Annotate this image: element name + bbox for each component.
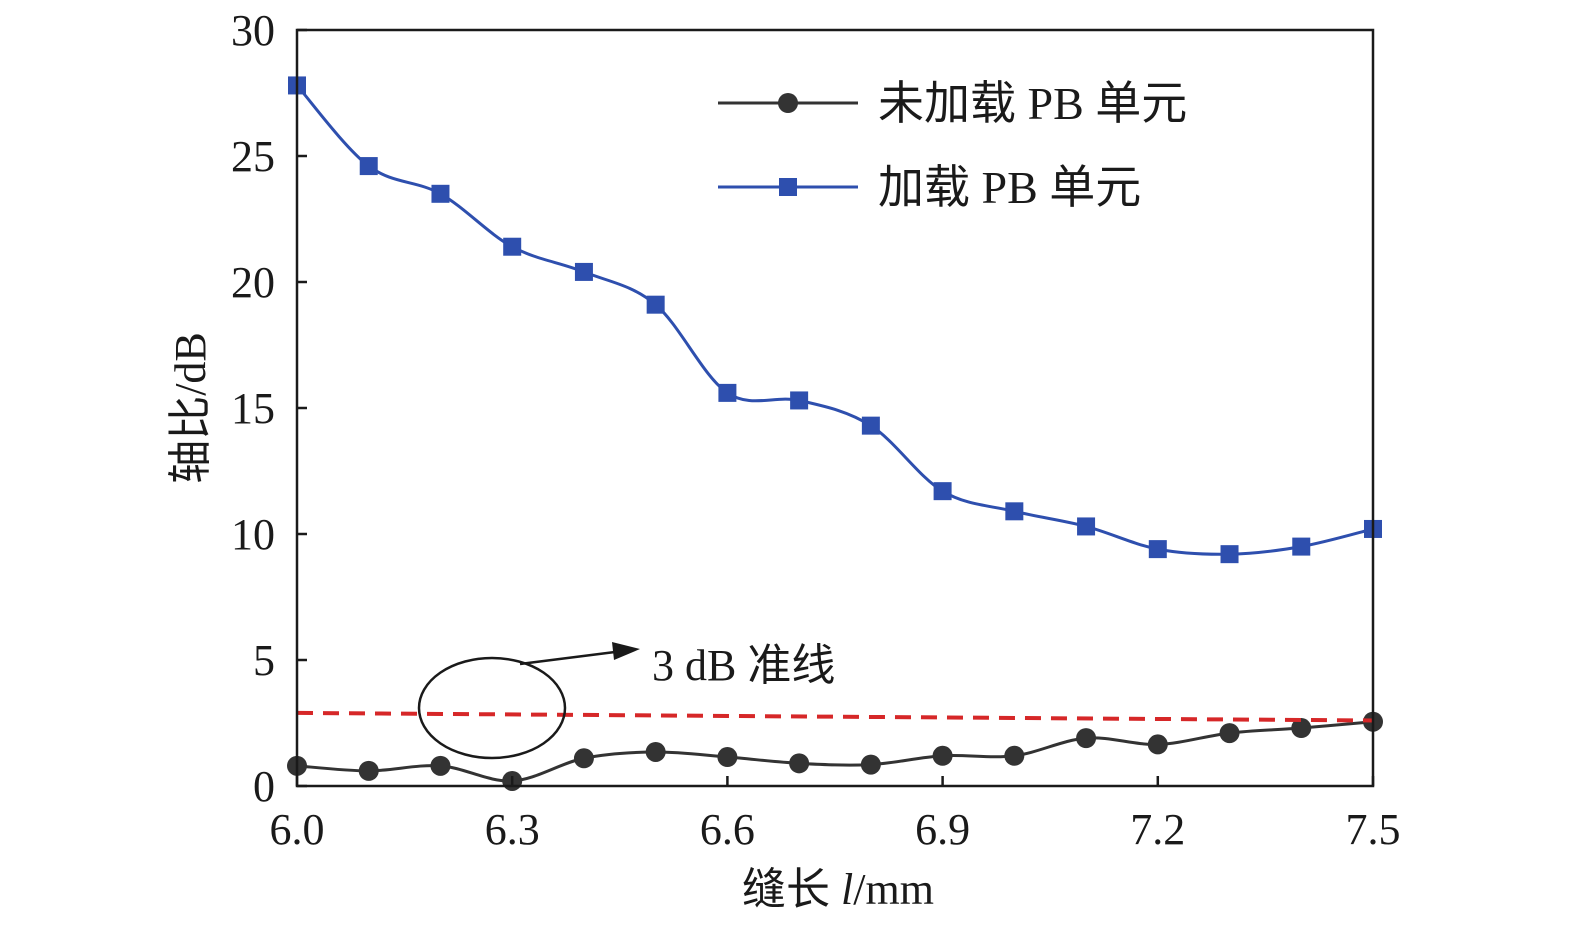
series-layer bbox=[287, 76, 1383, 791]
ticks-layer: 6.0 6.3 6.6 6.9 7.2 7.5 0 5 10 15 20 25 30 bbox=[231, 6, 1401, 854]
y-tick-label: 20 bbox=[231, 258, 275, 307]
y-tick-label: 5 bbox=[253, 636, 275, 685]
series-2-point bbox=[646, 295, 665, 314]
legend-label-series-1: 未加载 PB 单元 bbox=[878, 78, 1187, 129]
y-tick-label: 25 bbox=[231, 132, 275, 181]
annotation-label: 3 dB 准线 bbox=[652, 641, 835, 690]
series-1-point bbox=[1219, 723, 1240, 744]
series-1-point bbox=[573, 748, 594, 769]
x-axis-title-main: 缝长 bbox=[742, 865, 841, 914]
x-tick-label: 6.3 bbox=[485, 805, 540, 854]
series-1-point bbox=[860, 754, 881, 775]
series-2-line bbox=[295, 84, 1374, 556]
annotation-ellipse bbox=[417, 656, 567, 760]
series-1-point bbox=[430, 755, 451, 776]
series-2-point bbox=[503, 237, 522, 256]
series-1-point bbox=[1076, 728, 1097, 749]
series-2-point bbox=[1077, 517, 1096, 536]
series-1-point bbox=[645, 741, 666, 762]
x-tick-label: 6.6 bbox=[700, 805, 755, 854]
y-axis-title: 轴比/dB bbox=[166, 332, 215, 484]
annotation-arrowhead bbox=[612, 642, 640, 660]
y-tick-label: 30 bbox=[231, 6, 275, 55]
legend-label-series-2: 加载 PB 单元 bbox=[878, 162, 1141, 213]
series-2-point bbox=[1005, 502, 1024, 521]
series-2-point bbox=[718, 383, 737, 402]
series-1-point bbox=[1004, 745, 1025, 766]
y-tick-label: 10 bbox=[231, 510, 275, 559]
legend: 未加载 PB 单元 加载 PB 单元 bbox=[718, 78, 1187, 213]
x-tick-label: 7.2 bbox=[1130, 805, 1185, 854]
y-tick-label: 0 bbox=[253, 762, 275, 811]
series-1-point bbox=[1147, 734, 1168, 755]
series-2-point bbox=[861, 416, 880, 435]
y-tick-label: 15 bbox=[231, 384, 275, 433]
reference-line-3db bbox=[296, 710, 1374, 723]
annotation-arrow-line bbox=[519, 650, 616, 666]
series-2-point bbox=[359, 157, 378, 176]
series-2-point bbox=[790, 391, 809, 410]
legend-marker-series-2 bbox=[779, 178, 797, 196]
series-1-point bbox=[717, 747, 738, 768]
series-1-point bbox=[789, 753, 810, 774]
annotation-layer: 3 dB 准线 bbox=[417, 641, 835, 760]
series-2-point bbox=[431, 184, 450, 203]
series-1-point bbox=[358, 760, 379, 781]
x-tick-label: 7.5 bbox=[1346, 805, 1401, 854]
x-axis-title-unit: /mm bbox=[853, 865, 934, 914]
x-tick-label: 6.9 bbox=[915, 805, 970, 854]
x-axis-title-var: l bbox=[841, 865, 853, 914]
series-2-point bbox=[1148, 540, 1167, 559]
series-2-point bbox=[1220, 545, 1239, 564]
reference-line-layer bbox=[296, 710, 1374, 723]
series-1-line bbox=[296, 720, 1374, 783]
series-1-point bbox=[1291, 718, 1312, 739]
series-2-point bbox=[933, 482, 952, 501]
x-tick-label: 6.0 bbox=[270, 805, 325, 854]
series-2-point bbox=[1292, 537, 1311, 556]
series-2-point bbox=[574, 262, 593, 281]
series-1-point bbox=[932, 745, 953, 766]
legend-marker-series-1 bbox=[778, 93, 798, 113]
x-axis-title: 缝长 l/mm bbox=[742, 865, 934, 914]
